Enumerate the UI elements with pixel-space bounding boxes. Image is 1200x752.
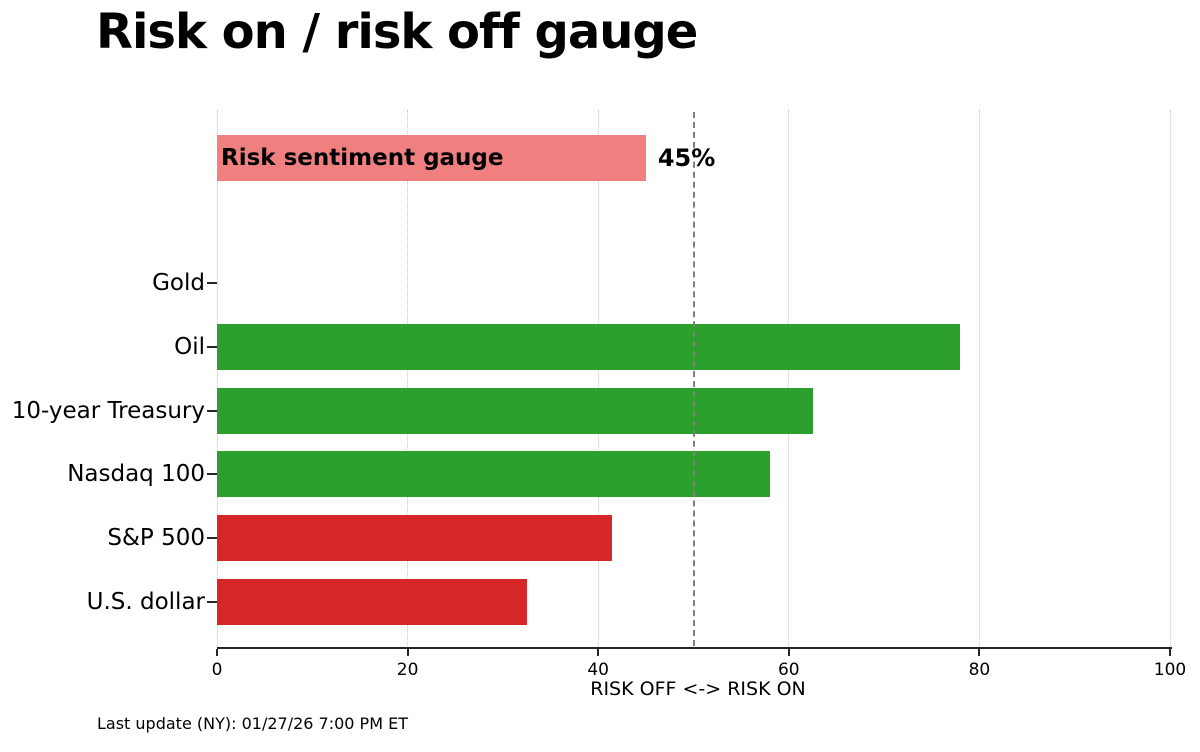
plot-area: Risk sentiment gauge 45% Gold Oil 10-year …: [12, 110, 1186, 680]
gridline-60: [788, 110, 790, 648]
bar-nasdaq-100: [217, 451, 770, 498]
category-label: Nasdaq 100: [67, 461, 205, 488]
y-tick-mark: [207, 282, 217, 284]
category-label: U.S. dollar: [86, 589, 205, 615]
y-tick-mark: [207, 601, 217, 603]
reference-line-50: [692, 112, 695, 646]
x-tick-mark: [1169, 649, 1171, 656]
x-tick-mark: [597, 649, 600, 656]
y-tick-mark: [207, 409, 217, 412]
gridline-80: [978, 110, 980, 648]
category-label: 10-year Treasury: [11, 397, 205, 424]
gridline-100: [1169, 110, 1171, 648]
x-tick-mark: [406, 649, 409, 656]
x-tick-label: 0: [211, 660, 223, 680]
bar-oil: [217, 323, 961, 370]
x-tick-mark: [978, 649, 981, 656]
x-tick-label: 20: [396, 660, 419, 680]
x-tick-label: 80: [968, 660, 991, 680]
y-tick-mark: [207, 537, 217, 540]
category-label: S&P 500: [107, 525, 205, 552]
gauge-bar: [217, 135, 646, 181]
x-tick-label: 40: [587, 660, 609, 680]
y-tick-mark: [207, 473, 217, 476]
gridline-20: [407, 110, 409, 648]
bar-10-year-treasury: [217, 387, 813, 434]
bar-u-s-dollar: [217, 579, 527, 625]
footer-timestamp: Last update (NY): 01/27/26 7:00 PM ET: [97, 714, 408, 733]
x-tick-mark: [216, 649, 218, 656]
category-label: Gold: [152, 270, 205, 296]
chart-title: Risk on / risk off gauge: [96, 4, 698, 60]
gridline-0: [216, 110, 218, 648]
x-axis-label: RISK OFF <-> RISK ON: [590, 678, 806, 700]
x-tick-mark: [787, 649, 790, 656]
gauge-bar-label: Risk sentiment gauge: [221, 145, 504, 171]
bar-s-p-500: [217, 515, 613, 562]
category-label: Oil: [174, 333, 205, 360]
x-tick-label: 60: [777, 660, 800, 680]
gridline-40: [597, 110, 599, 648]
x-axis-line: [217, 647, 1172, 649]
x-tick-label: 100: [1153, 660, 1187, 680]
y-tick-mark: [207, 345, 217, 348]
gauge-value-label: 45%: [657, 144, 716, 172]
